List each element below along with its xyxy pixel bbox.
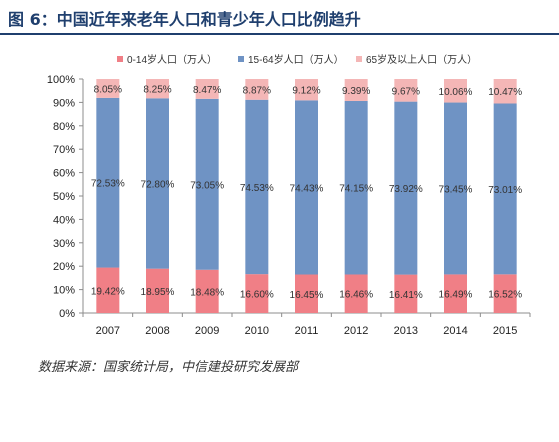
data-label: 8.25% [143, 85, 171, 96]
title-rule [0, 33, 559, 35]
x-axis: 2007 2008 2009 2010 2011 2012 2013 2014 2015 [82, 312, 531, 337]
data-label: 8.87% [243, 85, 271, 96]
data-label: 74.43% [290, 183, 324, 194]
bar-segment [444, 274, 467, 313]
x-tick-label: 2009 [195, 325, 219, 337]
bar-segment [344, 79, 368, 101]
bar-segment [444, 102, 467, 275]
data-label: 16.41% [389, 290, 423, 301]
bar-segment [245, 79, 269, 100]
y-tick-label: 30% [53, 238, 75, 250]
data-label: 18.95% [141, 287, 175, 298]
bar-segment [295, 274, 318, 313]
y-tick-label: 100% [47, 74, 75, 86]
chart-legend: 0-14岁人口（万人） 15-64岁人口（万人） 65岁及以上人口（万人） [117, 53, 477, 66]
data-label: 18.48% [190, 287, 224, 298]
bar-segment [493, 79, 517, 104]
x-tick-label: 2012 [344, 325, 368, 337]
data-label: 16.46% [339, 290, 373, 301]
bar-segment [394, 101, 418, 275]
bar-segment [146, 268, 169, 313]
bar-segment [394, 79, 418, 102]
bar-segment [394, 274, 418, 313]
bar-segment [245, 99, 269, 275]
y-tick-label: 10% [53, 285, 75, 297]
data-label: 74.15% [339, 184, 373, 195]
bar-segment [344, 100, 368, 275]
bar-segment [195, 79, 219, 99]
legend-swatch [356, 56, 362, 62]
data-label: 9.12% [292, 86, 320, 97]
data-label: 10.06% [439, 87, 473, 98]
data-label: 9.39% [342, 86, 370, 97]
figure-title: 图 6：中国近年来老年人口和青少年人口比例趋升 [8, 10, 361, 29]
y-tick-label: 70% [53, 144, 75, 156]
data-label: 72.53% [91, 179, 125, 190]
data-label: 73.45% [439, 184, 473, 195]
legend-label: 65岁及以上人口（万人） [366, 53, 477, 66]
bar-segment [146, 79, 169, 99]
data-label: 16.49% [439, 290, 473, 301]
bar-segment [444, 79, 467, 103]
x-tick-label: 2015 [493, 325, 517, 337]
bar-segment [96, 267, 120, 313]
bar-segment [493, 274, 517, 313]
y-tick-label: 80% [53, 121, 75, 133]
y-axis: 0% 10% 20% 30% 40% 50% 60% 70% 80% 90% 100% [47, 74, 84, 320]
stacked-bar-chart: 0-14岁人口（万人） 15-64岁人口（万人） 65岁及以上人口（万人） 0% 10… [47, 53, 531, 337]
bar-segment [344, 274, 368, 313]
bar-segment [195, 98, 219, 270]
data-label: 19.42% [91, 286, 125, 297]
bar-segment [195, 269, 219, 313]
data-label: 16.45% [290, 290, 324, 301]
x-tick-label: 2013 [394, 325, 418, 337]
bars [96, 79, 517, 313]
legend-label: 15-64岁人口（万人） [248, 53, 344, 66]
data-label: 73.92% [389, 184, 423, 195]
data-label: 8.05% [94, 84, 122, 95]
bar-segment [295, 100, 318, 275]
y-tick-label: 20% [53, 261, 75, 273]
bar-segment [295, 79, 318, 101]
data-label: 16.52% [488, 290, 522, 301]
x-tick-label: 2010 [245, 325, 269, 337]
data-source-note: 数据来源：国家统计局，中信建投研究发展部 [38, 360, 299, 375]
x-tick-label: 2007 [96, 325, 120, 337]
x-tick-label: 2014 [443, 325, 467, 337]
y-tick-label: 60% [53, 168, 75, 180]
legend-swatch [117, 56, 123, 62]
x-tick-label: 2008 [145, 325, 169, 337]
bar-segment [96, 79, 120, 98]
bar-segment [493, 103, 517, 275]
data-label: 8.47% [193, 85, 221, 96]
data-label: 16.60% [240, 290, 274, 301]
data-label: 9.67% [392, 86, 420, 97]
bar-segment [96, 97, 120, 268]
legend-label: 0-14岁人口（万人） [127, 53, 217, 66]
data-label: 10.47% [488, 87, 522, 98]
legend-swatch [238, 56, 244, 62]
data-label: 72.80% [141, 179, 175, 190]
data-labels: 19.42% 72.53% 8.05% 18.95% 72.80% 8.25% 18.48%… [91, 84, 522, 300]
y-tick-label: 0% [59, 308, 75, 320]
data-label: 73.01% [488, 185, 522, 196]
bar-segment [245, 274, 269, 313]
data-label: 73.05% [190, 180, 224, 191]
y-tick-label: 90% [53, 97, 75, 109]
x-tick-label: 2011 [295, 325, 319, 337]
y-tick-label: 50% [53, 191, 75, 203]
y-tick-label: 40% [53, 214, 75, 226]
bar-segment [146, 98, 169, 269]
data-label: 74.53% [240, 183, 274, 194]
